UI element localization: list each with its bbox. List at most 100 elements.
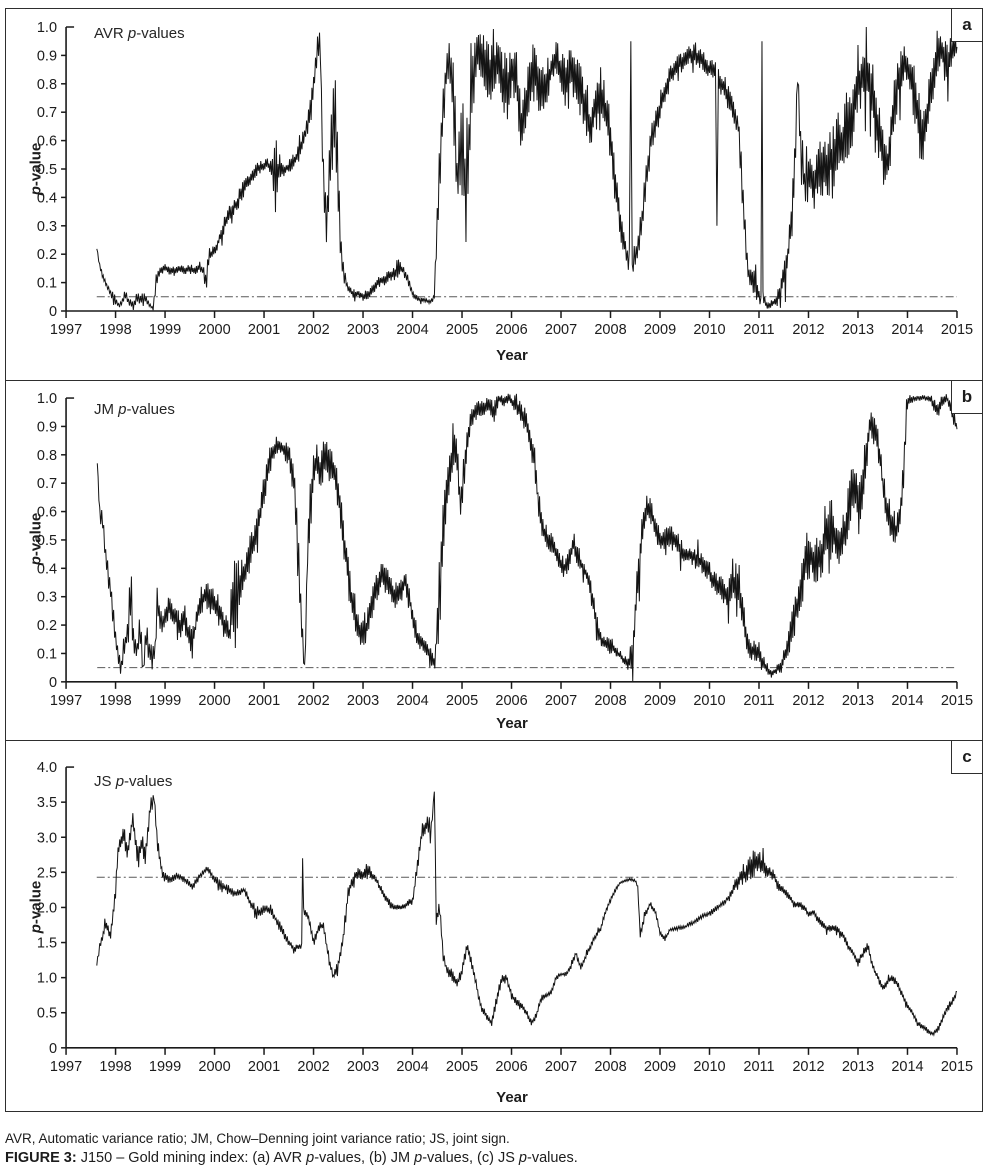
svg-text:2008: 2008	[594, 693, 626, 709]
svg-text:0.2: 0.2	[37, 247, 57, 263]
svg-text:2011: 2011	[743, 1059, 774, 1075]
svg-text:2007: 2007	[545, 322, 577, 338]
svg-text:0.1: 0.1	[37, 276, 57, 292]
svg-text:0.4: 0.4	[37, 561, 57, 577]
svg-text:2006: 2006	[495, 693, 527, 709]
svg-text:1.0: 1.0	[37, 971, 57, 987]
svg-text:2011: 2011	[743, 322, 774, 338]
svg-text:2010: 2010	[693, 693, 725, 709]
svg-text:2004: 2004	[396, 693, 428, 709]
svg-text:2014: 2014	[891, 693, 923, 709]
svg-text:2015: 2015	[941, 693, 973, 709]
svg-text:0.8: 0.8	[37, 77, 57, 93]
svg-text:0.7: 0.7	[37, 105, 57, 121]
panel-b: 1.0 0.9 0.8 0.7 0.6 0.5 0.4 0.3 0.2 0.1 0 1997 1998 1…	[5, 381, 983, 741]
panel-b-y-axis-title: p-value	[27, 512, 45, 566]
svg-text:0: 0	[49, 675, 57, 691]
panel-c-title: JS p-values	[94, 773, 173, 790]
svg-text:2010: 2010	[693, 322, 725, 338]
svg-text:2013: 2013	[842, 693, 874, 709]
svg-text:2001: 2001	[248, 1059, 280, 1075]
svg-text:2006: 2006	[495, 322, 527, 338]
svg-text:2007: 2007	[545, 1059, 577, 1075]
svg-text:0.6: 0.6	[37, 134, 57, 150]
svg-text:2008: 2008	[594, 1059, 626, 1075]
svg-text:0.3: 0.3	[37, 590, 57, 606]
panel-c: 4.0 3.5 3.0 2.5 2.0 1.5 1.0 0.5 0 1997 1998 1999 200…	[5, 741, 983, 1112]
panel-b-title: JM p-values	[94, 401, 175, 418]
svg-text:0.8: 0.8	[37, 448, 57, 464]
svg-text:2012: 2012	[792, 322, 824, 338]
svg-text:2009: 2009	[644, 1059, 676, 1075]
svg-text:2001: 2001	[248, 693, 280, 709]
panel-a-corner-label: a	[951, 9, 982, 42]
svg-text:2013: 2013	[842, 322, 874, 338]
svg-text:2010: 2010	[693, 1059, 725, 1075]
panel-c-corner-label: c	[951, 741, 982, 774]
svg-text:2014: 2014	[891, 322, 923, 338]
svg-text:2015: 2015	[941, 322, 973, 338]
svg-text:0.5: 0.5	[37, 1006, 57, 1022]
svg-text:2003: 2003	[347, 1059, 379, 1075]
svg-text:3.5: 3.5	[37, 795, 57, 811]
svg-text:2012: 2012	[792, 1059, 824, 1075]
panel-a: 1.0 0.9 0.8 0.7 0.6 0.5 0.4 0.3 0.2 0.1 0 1997 1998 1…	[5, 8, 983, 381]
svg-text:2002: 2002	[297, 1059, 329, 1075]
svg-text:2013: 2013	[842, 1059, 874, 1075]
svg-text:2004: 2004	[396, 1059, 428, 1075]
svg-text:2012: 2012	[792, 693, 824, 709]
svg-text:1.5: 1.5	[37, 936, 57, 952]
svg-text:2005: 2005	[446, 693, 478, 709]
svg-text:0.2: 0.2	[37, 618, 57, 634]
svg-text:2000: 2000	[198, 1059, 230, 1075]
panel-a-y-axis-title: p-value	[27, 142, 45, 196]
svg-text:0.5: 0.5	[37, 533, 57, 549]
svg-text:0.9: 0.9	[37, 419, 57, 435]
svg-text:2.0: 2.0	[37, 900, 57, 916]
svg-text:1.0: 1.0	[37, 20, 57, 36]
svg-text:2000: 2000	[198, 322, 230, 338]
svg-text:2009: 2009	[644, 322, 676, 338]
svg-text:1999: 1999	[149, 322, 181, 338]
panel-b-letter: b	[961, 387, 973, 406]
svg-text:2004: 2004	[396, 322, 428, 338]
svg-text:3.0: 3.0	[37, 830, 57, 846]
svg-text:2003: 2003	[347, 322, 379, 338]
panel-a-title: AVR p-values	[94, 25, 185, 42]
abbreviation-note: AVR, Automatic variance ratio; JM, Chow–…	[5, 1130, 510, 1146]
panel-b-corner-label: b	[951, 381, 982, 414]
panel-c-x-axis-title: Year	[496, 1089, 528, 1106]
svg-text:2014: 2014	[891, 1059, 923, 1075]
svg-text:1998: 1998	[99, 693, 131, 709]
svg-text:2001: 2001	[248, 322, 280, 338]
panel-b-x-axis-title: Year	[496, 715, 528, 732]
svg-text:2005: 2005	[446, 322, 478, 338]
svg-text:2015: 2015	[941, 1059, 973, 1075]
svg-text:0: 0	[49, 1041, 57, 1057]
panel-a-x-axis-title: Year	[496, 347, 528, 364]
svg-text:2002: 2002	[297, 693, 329, 709]
svg-text:0.5: 0.5	[37, 162, 57, 178]
svg-text:2000: 2000	[198, 693, 230, 709]
svg-text:2002: 2002	[297, 322, 329, 338]
svg-text:1997: 1997	[50, 322, 82, 338]
svg-text:2.5: 2.5	[37, 865, 57, 881]
svg-text:0.6: 0.6	[37, 505, 57, 521]
panel-c-letter: c	[962, 747, 972, 766]
svg-text:2003: 2003	[347, 693, 379, 709]
svg-text:1.0: 1.0	[37, 391, 57, 407]
svg-text:1997: 1997	[50, 693, 82, 709]
svg-text:1998: 1998	[99, 1059, 131, 1075]
svg-text:0.3: 0.3	[37, 219, 57, 235]
svg-text:0.7: 0.7	[37, 476, 57, 492]
svg-text:0.1: 0.1	[37, 646, 57, 662]
svg-text:2006: 2006	[495, 1059, 527, 1075]
plot-area-c: 4.0 3.5 3.0 2.5 2.0 1.5 1.0 0.5 0 1997 1998 1999 200…	[37, 760, 973, 1075]
svg-text:1999: 1999	[149, 693, 181, 709]
svg-text:2011: 2011	[743, 693, 774, 709]
svg-text:1999: 1999	[149, 1059, 181, 1075]
svg-text:0.4: 0.4	[37, 190, 57, 206]
svg-text:2005: 2005	[446, 1059, 478, 1075]
plot-area-a: 1.0 0.9 0.8 0.7 0.6 0.5 0.4 0.3 0.2 0.1 0 1997 1998 1…	[37, 20, 973, 338]
